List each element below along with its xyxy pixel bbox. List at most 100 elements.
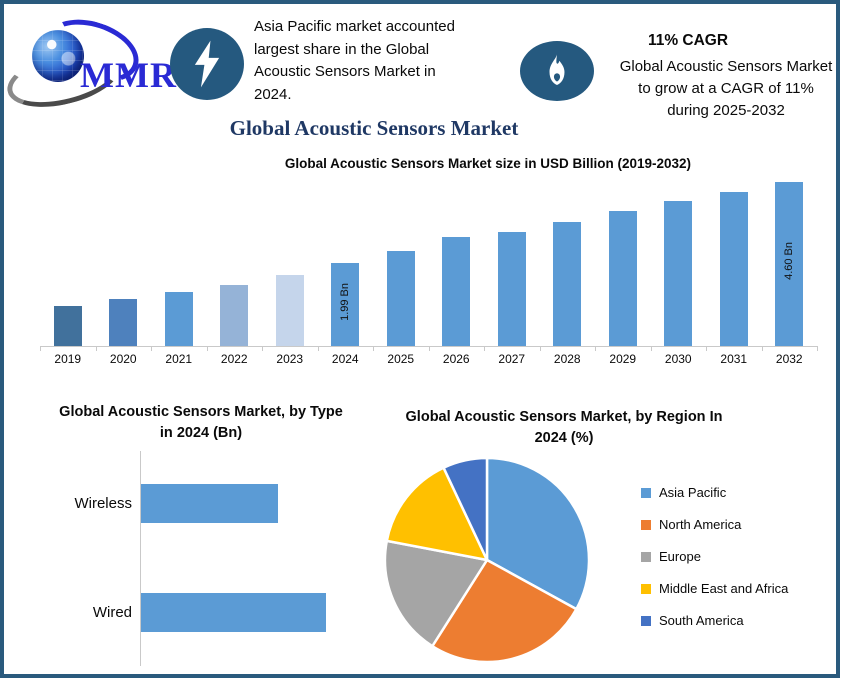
hbar-wired: [141, 593, 326, 632]
bar-2020: [109, 299, 138, 346]
axis-tick: [151, 346, 152, 351]
x-label-2029: 2029: [609, 352, 637, 366]
x-label-2024: 2024: [331, 352, 359, 366]
callout-asia-pacific: Asia Pacific market accounted largest sh…: [254, 16, 478, 106]
pie-slice-south-america: [442, 456, 489, 562]
bar-2029: [608, 211, 637, 346]
legend-label: Middle East and Africa: [659, 581, 789, 596]
bar-slot-2032: 4.60 Bn: [762, 179, 818, 346]
callout-left-line2: largest share in the Global: [254, 40, 430, 58]
hbar-wireless: [141, 484, 278, 523]
infographic-canvas: MMR Asia Pacific market accounted larges…: [0, 0, 840, 678]
axis-tick: [706, 346, 707, 351]
x-label-2032: 2032: [775, 352, 803, 366]
type-chart-title: Global Acoustic Sensors Market, by Type …: [59, 404, 343, 441]
logo-text: MMR: [80, 55, 177, 95]
bar-slot-2023: [262, 179, 318, 346]
bar-2030: [664, 201, 693, 346]
bar-slot-2028: [540, 179, 596, 346]
bar-slot-2031: [706, 179, 762, 346]
bar-slot-2029: [595, 179, 651, 346]
legend-label: South America: [659, 613, 744, 628]
legend-item-europe: Europe: [641, 547, 788, 566]
callout-left-line3: Acoustic Sensors Market in: [254, 63, 436, 80]
x-label-2019: 2019: [54, 352, 82, 366]
market-size-chart-title: Global Acoustic Sensors Market size in U…: [284, 156, 692, 171]
bar-slot-2024: 1.99 Bn: [318, 179, 374, 346]
bar-2026: [442, 237, 471, 346]
bar-2019: [53, 306, 82, 346]
bar-2022: [220, 285, 249, 346]
axis-tick: [373, 346, 374, 351]
bar-slot-2021: [151, 179, 207, 346]
bar-2027: [497, 232, 526, 346]
axis-tick: [762, 346, 763, 351]
bar-2024: 1.99 Bn: [331, 263, 360, 346]
legend-label: Europe: [659, 549, 701, 564]
x-label-2022: 2022: [220, 352, 248, 366]
x-label-2023: 2023: [276, 352, 304, 366]
pie-slice-middle-east-and-africa: [385, 466, 489, 562]
hbar-label-wireless: Wireless: [74, 495, 132, 512]
pie-slice-north-america: [431, 558, 578, 664]
axis-tick: [817, 346, 818, 351]
x-label-2028: 2028: [553, 352, 581, 366]
x-label-2031: 2031: [720, 352, 748, 366]
bar-value-label-2024: 1.99 Bn: [339, 282, 352, 321]
axis-tick: [96, 346, 97, 351]
legend-label: North America: [659, 517, 742, 532]
legend-item-north-america: North America: [641, 515, 788, 534]
hbar-label-wired: Wired: [92, 604, 132, 621]
legend-item-middle-east-and-africa: Middle East and Africa: [641, 579, 788, 598]
flame-badge: [520, 41, 594, 101]
legend-label: Asia Pacific: [659, 485, 727, 500]
cagr-line2: to grow at a CAGR of 11%: [638, 80, 814, 97]
callout-cagr: 11% CAGR Global Acoustic Sensors Market …: [600, 30, 836, 122]
market-size-x-axis: [40, 346, 817, 347]
region-legend: Asia Pacific North America Europe Middle Ea…: [641, 483, 788, 630]
legend-item-asia-pacific: Asia Pacific: [641, 483, 788, 502]
cagr-line1: Global Acoustic Sensors Market: [619, 58, 833, 75]
axis-tick: [595, 346, 596, 351]
legend-swatch-icon: [641, 487, 651, 498]
bar-2023: [275, 275, 304, 346]
bar-2021: [164, 292, 193, 346]
legend-item-south-america: South America: [641, 611, 788, 630]
cagr-line3: during 2025-2032: [667, 102, 785, 119]
x-label-2030: 2030: [664, 352, 692, 366]
x-label-2027: 2027: [498, 352, 526, 366]
bar-2031: [719, 192, 748, 346]
axis-tick: [207, 346, 208, 351]
market-size-chart: 1.99 Bn 4.60 Bn: [40, 179, 817, 346]
cagr-heading: 11% CAGR: [647, 32, 729, 49]
legend-swatch-icon: [641, 583, 651, 594]
bar-2025: [386, 251, 415, 346]
market-size-x-labels: 2019 2020 2021 2022 2023 2024 2025 2026 2027 2028…: [40, 352, 817, 366]
callout-left-line4: 2024.: [254, 85, 292, 103]
x-label-2020: 2020: [109, 352, 137, 366]
bar-value-label-2032: 4.60 Bn: [783, 242, 796, 280]
axis-tick: [484, 346, 485, 351]
axis-tick: [540, 346, 541, 351]
type-chart-axis: [140, 451, 141, 666]
axis-tick: [262, 346, 263, 351]
axis-tick: [318, 346, 319, 351]
bar-slot-2026: [429, 179, 485, 346]
bar-2028: [553, 222, 582, 346]
bar-slot-2025: [373, 179, 429, 346]
bar-slot-2019: [40, 179, 96, 346]
bar-slot-2030: [651, 179, 707, 346]
legend-swatch-icon: [641, 519, 651, 530]
globe-icon: [32, 30, 84, 82]
bar-2032: 4.60 Bn: [775, 182, 804, 346]
x-label-2026: 2026: [442, 352, 470, 366]
callout-left-line1: Asia Pacific market accounted: [254, 18, 455, 35]
bar-slot-2027: [484, 179, 540, 346]
pie-slice-asia-pacific: [485, 456, 591, 611]
axis-tick: [651, 346, 652, 351]
bar-slot-2020: [96, 179, 152, 346]
mmr-logo: MMR: [4, 8, 177, 118]
region-pie-chart: [383, 456, 591, 664]
axis-tick: [40, 346, 41, 351]
x-label-2021: 2021: [165, 352, 193, 366]
